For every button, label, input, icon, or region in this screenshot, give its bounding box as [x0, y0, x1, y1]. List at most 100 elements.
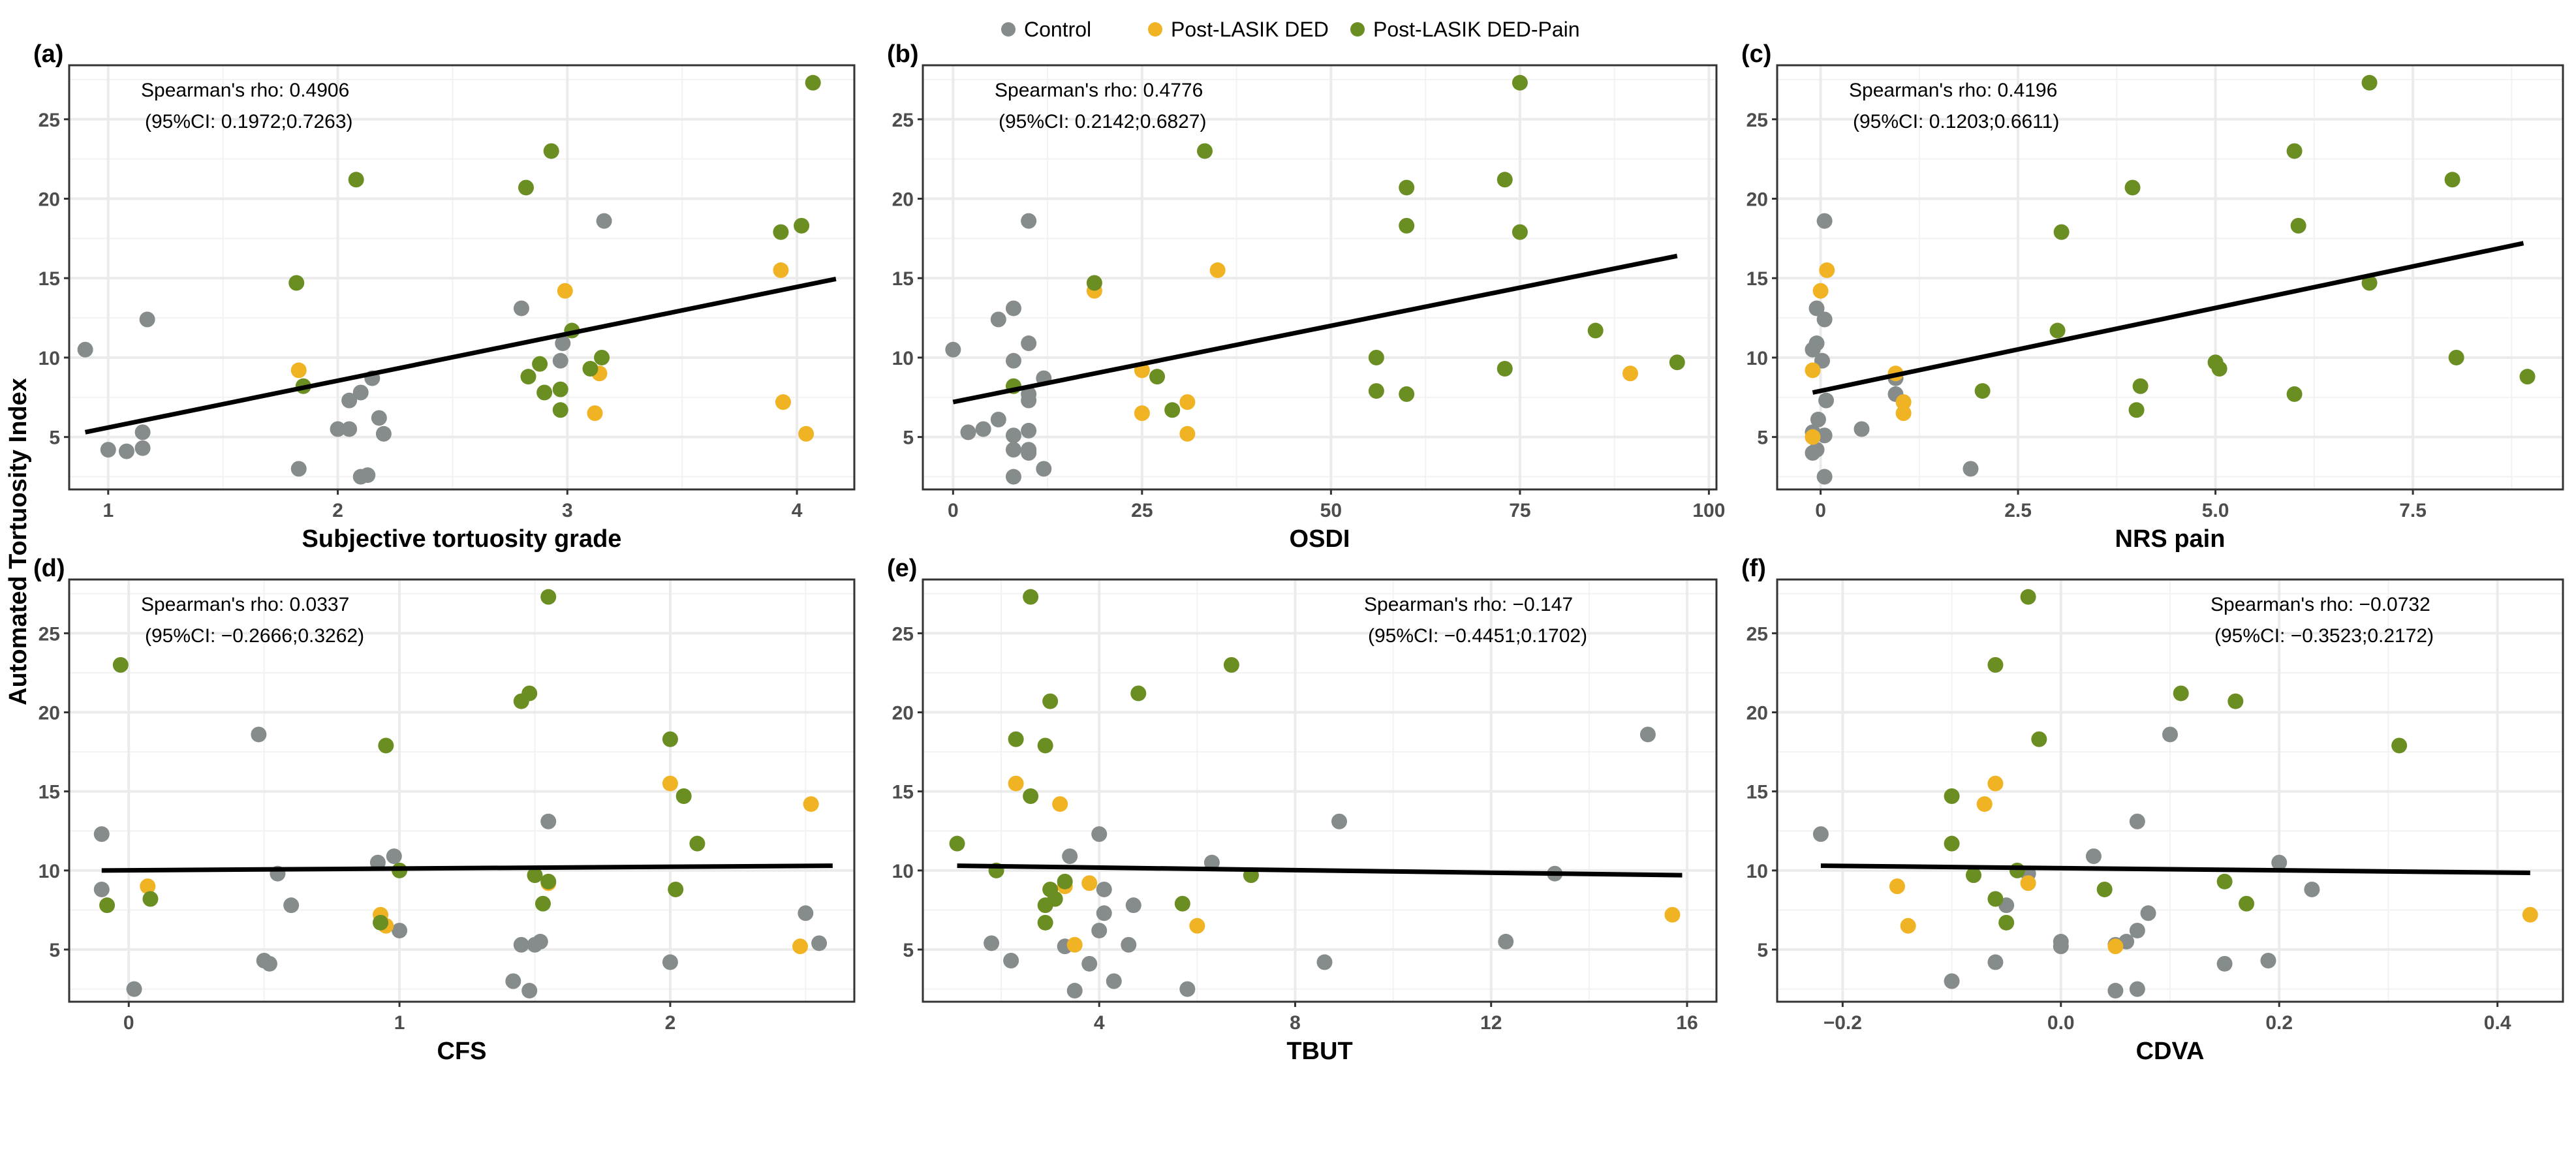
panel-border — [922, 64, 1718, 491]
x-tick-label: 7.5 — [2399, 500, 2427, 521]
y-axis-title: Automated Tortuosity Index — [5, 378, 32, 705]
point-control — [555, 335, 571, 352]
point-post-lasik-ded — [2020, 875, 2036, 891]
legend-label-0: Control — [1024, 18, 1091, 41]
point-post-lasik-ded — [2107, 938, 2124, 955]
point-control — [1062, 848, 1078, 865]
point-post-lasik-ded-pain — [1399, 386, 1415, 402]
point-post-lasik-ded — [803, 796, 819, 812]
point-post-lasik-ded-pain — [1164, 402, 1181, 418]
point-post-lasik-ded-pain — [668, 881, 684, 897]
y-tick-label: 15 — [1746, 782, 1768, 803]
point-control — [2271, 854, 2288, 871]
x-tick-label: 100 — [1692, 500, 1725, 521]
y-tick-label: 5 — [1757, 940, 1768, 961]
x-tick-label: 50 — [1320, 500, 1342, 521]
point-post-lasik-ded-pain — [1057, 873, 1073, 889]
panel-border — [68, 64, 856, 491]
point-control — [798, 905, 814, 921]
point-control — [2107, 983, 2124, 999]
point-post-lasik-ded-pain — [2239, 895, 2255, 912]
point-control — [513, 936, 529, 953]
point-post-lasik-ded-pain — [2124, 179, 2141, 196]
point-post-lasik-ded-pain — [1497, 172, 1513, 188]
panel-e: 4 8 12 16 5 10 15 20 25 Spearman's rho: −0.147 (95… — [887, 555, 1718, 1065]
legend-label-1: Post-LASIK DED — [1171, 18, 1329, 41]
spearman-rho-label: Spearman's rho: −0.0732 — [2211, 594, 2430, 615]
point-post-lasik-ded-pain — [1086, 275, 1102, 291]
point-control — [975, 421, 991, 437]
point-control — [375, 425, 392, 442]
point-post-lasik-ded-pain — [2290, 217, 2306, 234]
point-control — [1021, 422, 1037, 439]
point-post-lasik-ded-pain — [805, 74, 821, 91]
point-control — [1816, 469, 1833, 485]
point-control — [134, 424, 151, 440]
y-tick-label: 10 — [1746, 861, 1768, 882]
point-control — [960, 424, 976, 440]
panel-a: 1 2 3 4 5 10 15 20 25 Spearman's rho: 0.4906 (95%C… — [33, 40, 856, 553]
point-post-lasik-ded — [773, 262, 789, 279]
x-tick-label: 25 — [1131, 500, 1153, 521]
point-control — [1816, 427, 1833, 444]
point-post-lasik-ded-pain — [1587, 322, 1604, 339]
panel-tag: (a) — [33, 40, 63, 68]
y-tick-label: 5 — [1757, 427, 1768, 449]
regression-line — [957, 863, 1683, 878]
x-tick-label: 16 — [1676, 1012, 1698, 1034]
point-post-lasik-ded-pain — [348, 172, 364, 188]
point-control — [2260, 952, 2276, 968]
x-tick-label: 0.0 — [2047, 1012, 2075, 1034]
point-post-lasik-ded — [1179, 425, 1196, 442]
x-axis-title: Subjective tortuosity grade — [302, 525, 622, 553]
point-control — [341, 392, 358, 409]
point-post-lasik-ded-pain — [2009, 862, 2025, 878]
confidence-interval-label: (95%CI: 0.2142;0.6827) — [999, 111, 1207, 132]
point-post-lasik-ded-pain — [1037, 737, 1053, 754]
point-post-lasik-ded — [1134, 405, 1150, 422]
point-control — [811, 935, 828, 951]
point-control — [1021, 335, 1037, 352]
confidence-interval-label: (95%CI: −0.4451;0.1702) — [1368, 625, 1587, 647]
point-post-lasik-ded-pain — [1497, 360, 1513, 377]
y-tick-label: 15 — [892, 782, 914, 803]
regression-line — [101, 863, 833, 873]
point-post-lasik-ded-pain — [1149, 369, 1166, 385]
point-control — [1081, 955, 1098, 972]
panel-tag: (e) — [887, 555, 917, 582]
point-control — [1812, 826, 1829, 842]
x-axis-title: TBUT — [1286, 1038, 1352, 1065]
x-tick-label: 0 — [948, 500, 959, 521]
x-tick-label: 8 — [1290, 1012, 1301, 1034]
legend: Control Post-LASIK DED Post-LASIK DED-Pain — [1001, 18, 1580, 41]
point-control — [1808, 300, 1825, 317]
regression-line — [84, 277, 837, 435]
point-post-lasik-ded-pain — [2049, 322, 2066, 339]
point-control — [1005, 352, 1021, 369]
point-post-lasik-ded-pain — [552, 402, 568, 418]
point-control — [2053, 938, 2069, 955]
point-post-lasik-ded — [1805, 362, 1821, 379]
point-control — [341, 421, 358, 437]
point-control — [984, 935, 1000, 951]
point-post-lasik-ded-pain — [1974, 383, 1991, 399]
point-post-lasik-ded-pain — [518, 179, 534, 196]
point-control — [100, 442, 116, 458]
point-control — [93, 881, 110, 897]
point-post-lasik-ded-pain — [1944, 788, 1960, 804]
point-control — [283, 897, 300, 914]
x-tick-label: 3 — [562, 500, 573, 521]
x-tick-label: 0.4 — [2484, 1012, 2511, 1034]
point-control — [126, 981, 142, 997]
point-post-lasik-ded-pain — [2211, 360, 2227, 377]
point-control — [1179, 981, 1196, 997]
y-tick-label: 15 — [39, 782, 60, 803]
point-post-lasik-ded-pain — [112, 657, 129, 673]
y-tick-label: 5 — [903, 427, 914, 449]
point-post-lasik-ded-pain — [1998, 914, 2015, 931]
point-control — [251, 726, 267, 743]
point-control — [990, 311, 1006, 328]
point-post-lasik-ded — [1895, 405, 1912, 422]
point-post-lasik-ded-pain — [1023, 589, 1039, 605]
